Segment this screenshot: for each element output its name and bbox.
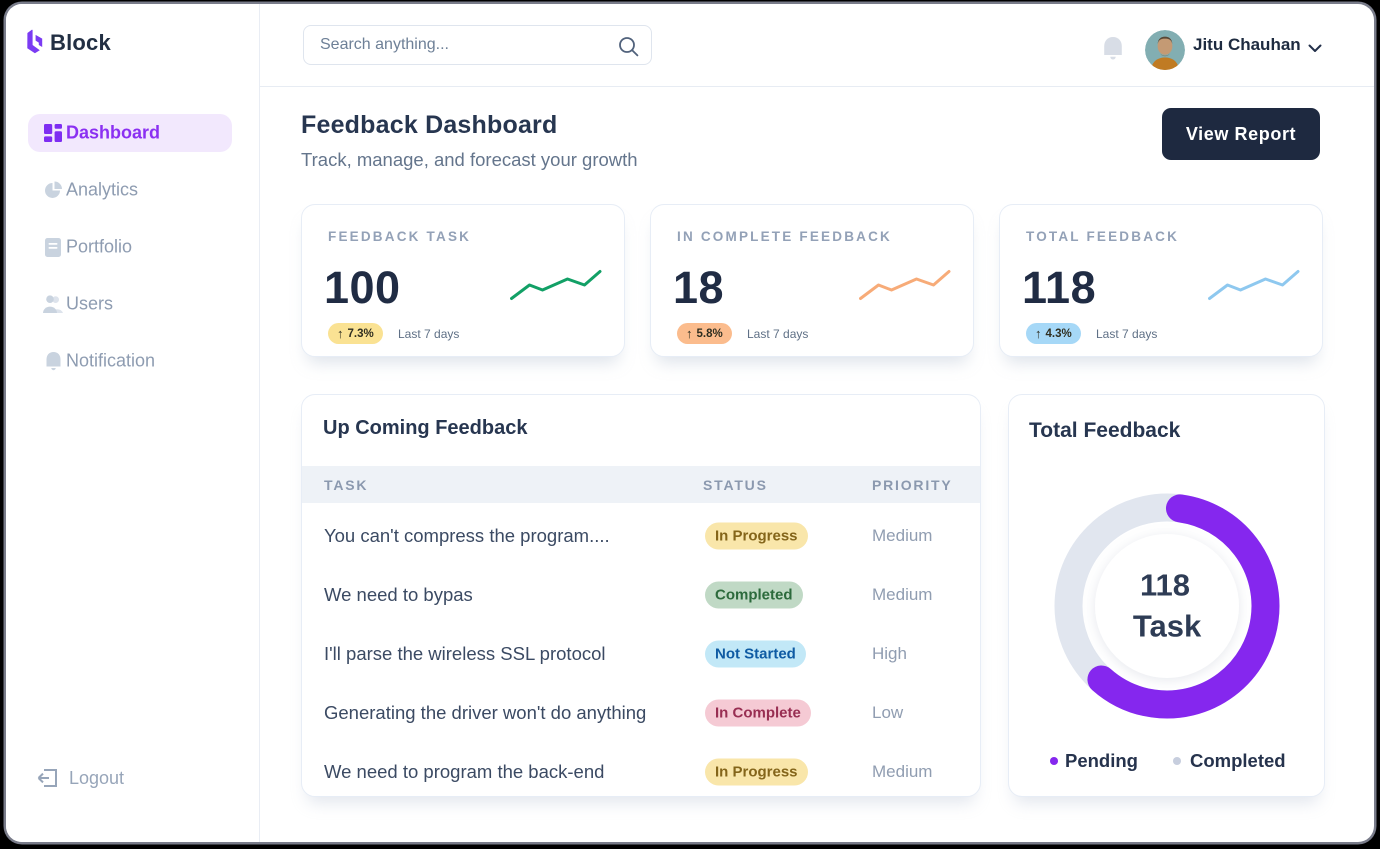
- svg-text:Task: Task: [1133, 609, 1202, 644]
- svg-text:118: 118: [1140, 568, 1190, 603]
